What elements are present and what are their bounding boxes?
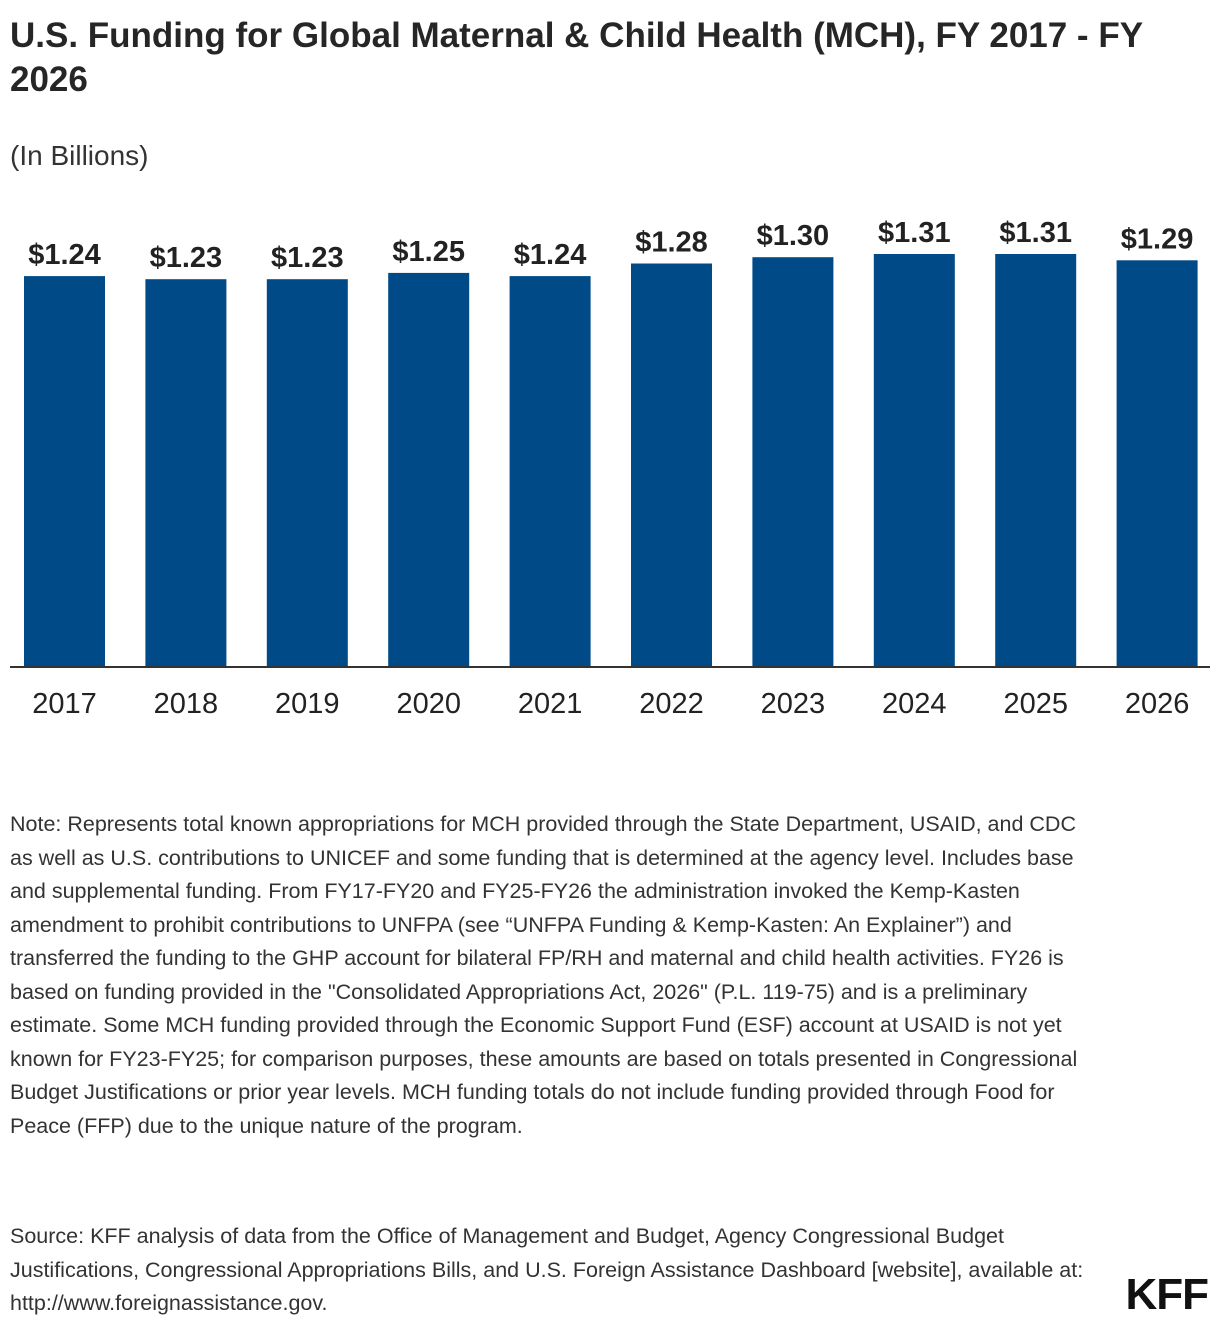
x-tick-label-2018: 2018 (154, 688, 219, 720)
footnote: Note: Represents total known appropriati… (10, 812, 1078, 1138)
bar-2024 (873, 254, 955, 667)
x-tick-label-2019: 2019 (275, 688, 340, 720)
x-tick-label-2023: 2023 (761, 688, 826, 720)
x-tick-labels-group: 2017 2018 2019 2020 2021 2022 2023 2024 2025 2026 (32, 688, 1189, 720)
bar-2017 (24, 276, 105, 667)
value-label-2023: $1.30 (757, 220, 830, 252)
bar-2025 (995, 254, 1077, 667)
chart-title: U.S. Funding for Global Maternal & Child… (10, 16, 1143, 99)
value-label-2021: $1.24 (514, 239, 587, 271)
bars-group (24, 254, 1198, 667)
x-tick-label-2021: 2021 (518, 688, 583, 720)
value-label-2024: $1.31 (878, 217, 951, 249)
bar-2023 (752, 257, 834, 667)
source-note: Source: KFF analysis of data from the Of… (10, 1224, 1084, 1315)
bar-chart: $1.24 $1.23 $1.23 $1.25 $1.24 $1.28 $1.30 $1.31… (10, 217, 1210, 720)
kff-logo: KFF (1125, 1270, 1209, 1319)
bar-2022 (631, 263, 712, 667)
bar-2018 (145, 279, 227, 667)
bar-2026 (1116, 260, 1198, 667)
x-tick-label-2017: 2017 (32, 688, 97, 720)
value-label-2018: $1.23 (150, 242, 223, 274)
x-tick-label-2022: 2022 (639, 688, 704, 720)
value-label-2022: $1.28 (635, 227, 708, 259)
value-label-2020: $1.25 (392, 236, 465, 268)
bar-2021 (509, 276, 591, 667)
bar-2020 (388, 272, 470, 667)
value-label-2025: $1.31 (999, 217, 1072, 249)
x-tick-label-2020: 2020 (396, 688, 461, 720)
value-labels-group: $1.24 $1.23 $1.23 $1.25 $1.24 $1.28 $1.30 $1.31… (28, 217, 1193, 274)
value-label-2019: $1.23 (271, 242, 344, 274)
x-tick-label-2024: 2024 (882, 688, 947, 720)
bar-2019 (266, 279, 348, 667)
value-label-2026: $1.29 (1121, 223, 1194, 255)
x-tick-label-2026: 2026 (1125, 688, 1190, 720)
chart-subtitle: (In Billions) (10, 140, 149, 171)
value-label-2017: $1.24 (28, 239, 101, 271)
x-tick-label-2025: 2025 (1003, 688, 1068, 720)
